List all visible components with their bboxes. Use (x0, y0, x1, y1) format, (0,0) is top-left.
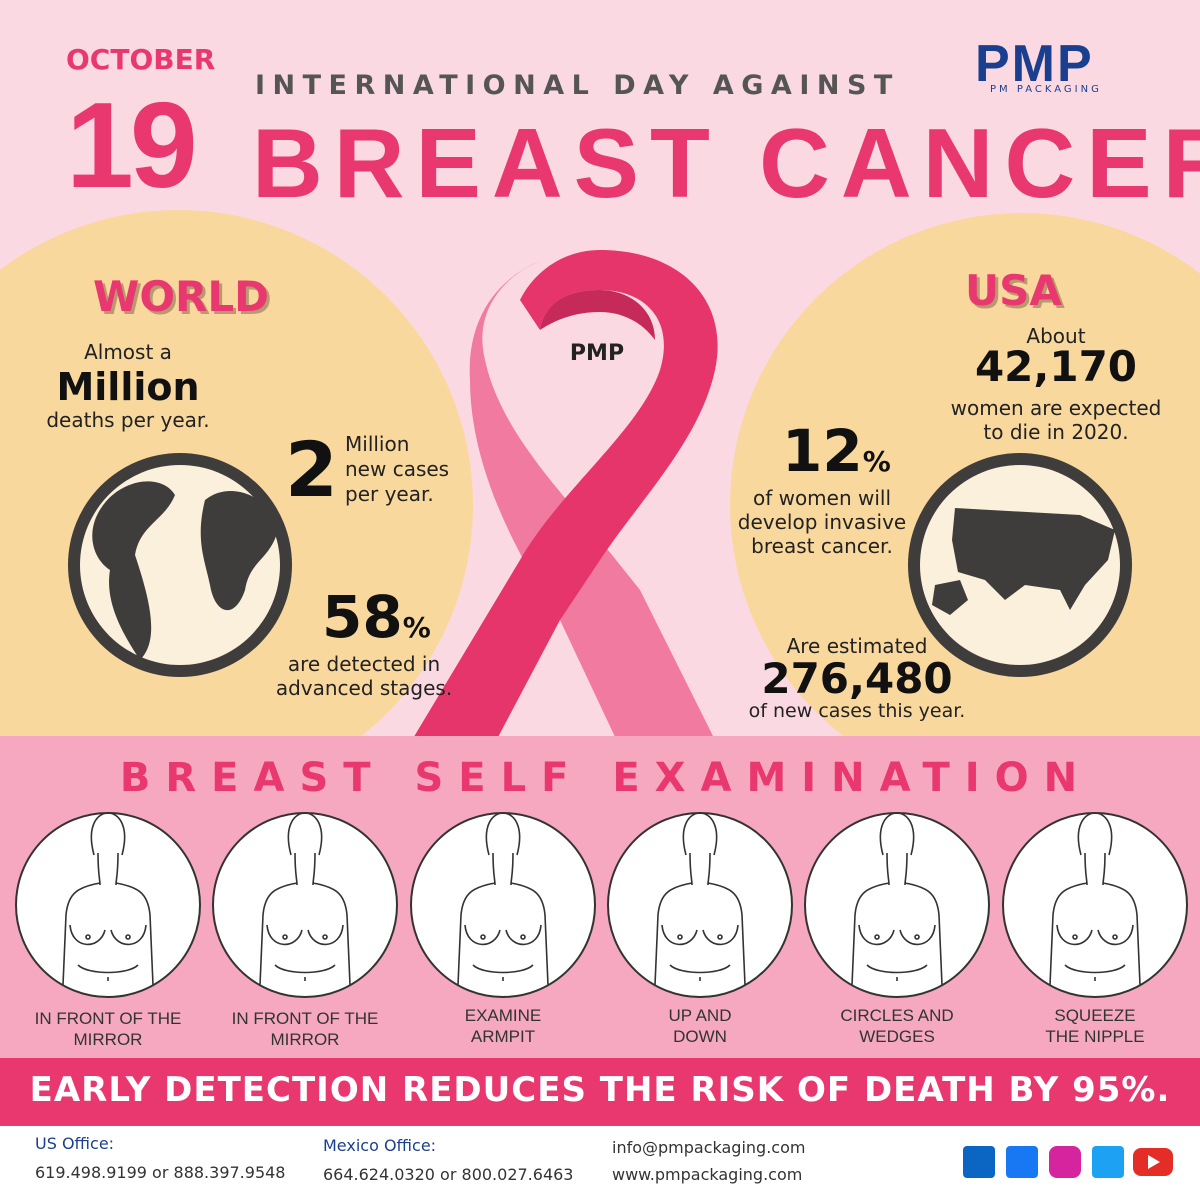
text-line: DOWN (673, 1027, 727, 1046)
exam-figures (15, 812, 1188, 998)
subtitle: INTERNATIONAL DAY AGAINST (255, 70, 900, 101)
ribbon-logo: PMP (569, 341, 625, 366)
stat-text: Are estimated (786, 634, 928, 658)
text-line: MIRROR (73, 1030, 143, 1049)
social-icons (963, 1146, 1173, 1178)
us-office-phones: 619.498.9199 or 888.397.9548 (35, 1163, 286, 1182)
stat-text: women are expected to die in 2020. (951, 396, 1162, 444)
text-line: CIRCLES AND (840, 1006, 954, 1025)
text-line: per year. (345, 482, 434, 506)
world-heading: WORLD (93, 272, 269, 321)
logo-caption: PM PACKAGING (990, 84, 1102, 95)
text-line: Million (345, 432, 410, 456)
stat-text: Almost a (84, 340, 172, 364)
unit: % (402, 611, 431, 644)
stat-text: of women will develop invasive breast ca… (738, 486, 906, 558)
text-line: develop invasive (737, 510, 907, 534)
text-line: IN FRONT OF THE (231, 1009, 379, 1028)
month: OCTOBER (66, 43, 216, 76)
text-line: of women will (752, 486, 892, 510)
stat-text: are detected in advanced stages. (276, 652, 452, 700)
unit: % (862, 445, 891, 478)
number: 12 (782, 417, 863, 485)
stat-number: 276,480 (761, 654, 953, 703)
text-line: SQUEEZE (1054, 1006, 1136, 1025)
banner-bar (0, 1058, 1200, 1126)
step-label: UP AND DOWN (669, 1005, 732, 1047)
mexico-office-label: Mexico Office: (323, 1136, 437, 1155)
globe-icon (68, 453, 292, 677)
mexico-office-phones: 664.624.0320 or 800.027.6463 (323, 1165, 574, 1184)
step-label: SQUEEZE THE NIPPLE (1045, 1005, 1144, 1047)
text-line: new cases (345, 457, 450, 481)
stat-number: Million (56, 365, 200, 409)
us-office-label: US Office: (35, 1134, 115, 1153)
step-label: IN FRONT OF THE MIRROR (35, 1008, 182, 1050)
stat-number: 12% (782, 422, 891, 480)
banner: EARLY DETECTION REDUCES THE RISK OF DEAT… (29, 1070, 1171, 1110)
stat-text: deaths per year. (46, 408, 210, 432)
text-line: UP AND (668, 1006, 732, 1025)
step-label: IN FRONT OF THE MIRROR (232, 1008, 379, 1050)
usa-map-icon (908, 453, 1132, 677)
text-line: WEDGES (859, 1027, 935, 1046)
number: 58 (322, 583, 403, 651)
stat-number: 58% (322, 588, 431, 646)
text-line: to die in 2020. (983, 420, 1129, 444)
text-line: ARMPIT (470, 1027, 536, 1046)
usa-heading: USA (965, 266, 1062, 315)
footer-bar (0, 1126, 1200, 1200)
text-line: EXAMINE (464, 1006, 542, 1025)
text-line: MIRROR (270, 1030, 340, 1049)
title: BREAST CANCER (252, 108, 1200, 218)
text-line: women are expected (950, 396, 1162, 420)
stat-number: 2 (285, 425, 338, 514)
exam-title: BREAST SELF EXAMINATION (119, 755, 1093, 801)
day: 19 (66, 77, 198, 213)
text-line: THE NIPPLE (1045, 1027, 1145, 1046)
ribbon (400, 250, 730, 790)
stat-text: Million new cases per year. (345, 432, 449, 507)
stat-number: 42,170 (974, 342, 1138, 391)
text-line: breast cancer. (751, 534, 893, 558)
step-label: CIRCLES AND WEDGES (840, 1005, 953, 1047)
email: info@pmpackaging.com (612, 1138, 806, 1157)
text-line: advanced stages. (275, 676, 453, 700)
step-label: EXAMINE ARMPIT (465, 1005, 542, 1047)
text-line: IN FRONT OF THE (34, 1009, 182, 1028)
text-line: are detected in (287, 652, 441, 676)
stat-text: of new cases this year. (748, 700, 966, 722)
stat-text: About (1026, 324, 1086, 348)
logo: PMP (975, 35, 1094, 93)
website: www.pmpackaging.com (612, 1165, 803, 1184)
